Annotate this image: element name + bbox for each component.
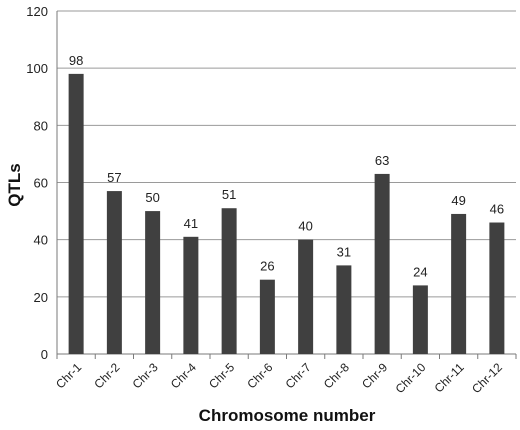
x-tick-label-Chr-6: Chr-6 xyxy=(244,360,275,391)
data-label-Chr-3: 50 xyxy=(145,190,159,205)
y-tick-label-20: 20 xyxy=(34,290,48,305)
x-tick-labels: Chr-1 Chr-2 Chr-3 Chr-4 Chr-5 Chr-6 Chr-7 Chr-8… xyxy=(53,360,505,396)
bar-Chr-6 xyxy=(259,279,275,354)
y-tick-label-40: 40 xyxy=(34,233,48,248)
x-tick-label-Chr-2: Chr-2 xyxy=(91,360,122,391)
x-tick-label-Chr-9: Chr-9 xyxy=(359,360,390,391)
y-tick-label-80: 80 xyxy=(34,118,48,133)
x-tick-label-Chr-8: Chr-8 xyxy=(321,360,352,391)
x-tick-label-Chr-3: Chr-3 xyxy=(130,360,161,391)
data-label-Chr-4: 41 xyxy=(184,216,198,231)
bar-Chr-11 xyxy=(451,213,467,354)
gridlines xyxy=(57,10,516,298)
data-label-Chr-10: 24 xyxy=(413,264,427,279)
bar-Chr-5 xyxy=(221,208,237,354)
x-axis-title: Chromosome number xyxy=(199,406,376,425)
bar-Chr-3 xyxy=(145,211,161,354)
x-tick-label-Chr-5: Chr-5 xyxy=(206,360,237,391)
y-tick-label-0: 0 xyxy=(41,347,48,362)
bar-Chr-4 xyxy=(183,236,199,354)
data-label-Chr-1: 98 xyxy=(69,53,83,68)
x-tick-label-Chr-4: Chr-4 xyxy=(168,360,199,391)
y-tick-label-60: 60 xyxy=(34,176,48,191)
x-tick-label-Chr-7: Chr-7 xyxy=(283,360,314,391)
bar-Chr-9 xyxy=(374,173,390,354)
data-labels: 98 57 50 41 51 26 40 31 63 24 49 46 xyxy=(69,53,504,280)
data-label-Chr-5: 51 xyxy=(222,187,236,202)
x-tick-label-Chr-1: Chr-1 xyxy=(53,360,84,391)
x-tick-label-Chr-11: Chr-11 xyxy=(432,360,467,395)
y-tick-labels: 0 20 40 60 80 100 120 xyxy=(26,4,48,362)
x-tick-label-Chr-12: Chr-12 xyxy=(469,360,505,396)
data-label-Chr-2: 57 xyxy=(107,170,121,185)
y-tick-label-120: 120 xyxy=(26,4,48,19)
bars xyxy=(68,73,505,354)
data-label-Chr-12: 46 xyxy=(490,202,504,217)
data-label-Chr-9: 63 xyxy=(375,153,389,168)
y-tick-label-100: 100 xyxy=(26,61,48,76)
axes xyxy=(56,11,517,359)
bar-Chr-7 xyxy=(298,239,314,354)
bar-Chr-8 xyxy=(336,265,352,354)
bar-Chr-2 xyxy=(106,191,122,354)
bar-Chr-10 xyxy=(412,285,428,354)
data-label-Chr-11: 49 xyxy=(451,193,465,208)
data-label-Chr-6: 26 xyxy=(260,259,274,274)
bar-Chr-12 xyxy=(489,222,505,354)
data-label-Chr-8: 31 xyxy=(337,244,351,259)
x-tick-label-Chr-10: Chr-10 xyxy=(393,360,429,396)
bar-Chr-1 xyxy=(68,73,84,354)
data-label-Chr-7: 40 xyxy=(298,219,312,234)
y-axis-title: QTLs xyxy=(5,163,24,206)
